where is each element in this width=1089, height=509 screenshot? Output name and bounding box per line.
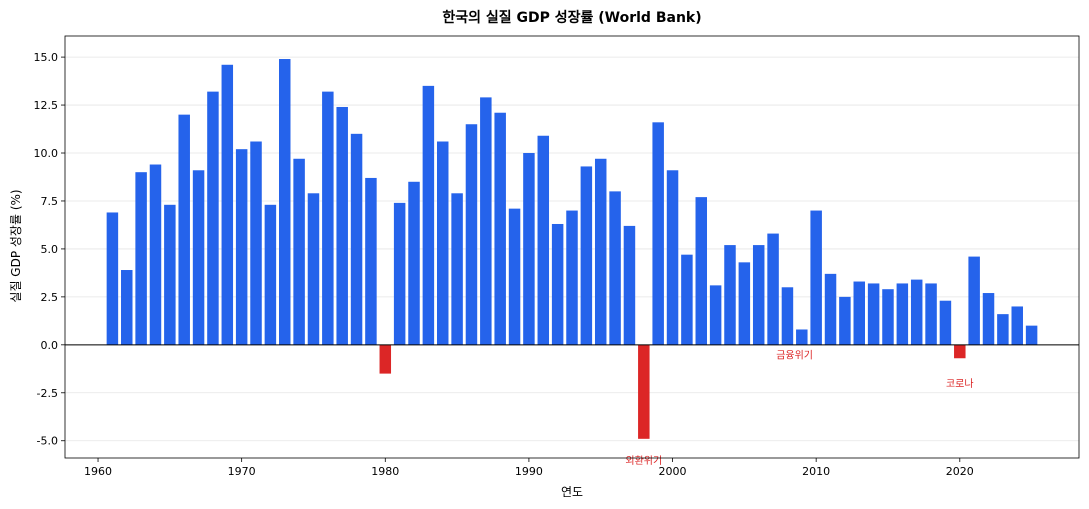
annotation-label: 금융위기 <box>776 348 813 361</box>
bar-1991 <box>537 135 550 345</box>
bar-2015 <box>882 289 894 345</box>
x-tick-label: 2010 <box>802 465 830 478</box>
bar-2009 <box>796 329 808 345</box>
bar-1977 <box>336 106 348 345</box>
y-tick-label: 12.5 <box>34 99 59 112</box>
bar-2005 <box>738 262 751 345</box>
bar-1965 <box>164 204 176 345</box>
bar-1984 <box>436 141 449 345</box>
bar-2010 <box>810 210 822 345</box>
bar-2012 <box>839 296 851 345</box>
bar-1968 <box>207 91 219 345</box>
bar-1978 <box>350 133 363 345</box>
bar-2006 <box>752 245 765 345</box>
bar-1972 <box>264 204 277 345</box>
x-tick-label: 1960 <box>84 465 112 478</box>
y-tick-label: -5.0 <box>37 435 58 448</box>
plot-frame <box>64 35 1080 459</box>
bar-1989 <box>508 208 521 345</box>
bar-1964 <box>149 164 162 345</box>
bar-1995 <box>594 158 607 345</box>
bar-1990 <box>523 153 535 345</box>
bar-1988 <box>494 112 506 345</box>
bar-2011 <box>824 273 837 345</box>
x-tick-label: 1980 <box>371 465 399 478</box>
bar-1996 <box>609 191 621 345</box>
bar-1980 <box>379 344 392 374</box>
bar-1983 <box>422 85 435 345</box>
x-tick-label: 1970 <box>228 465 256 478</box>
bar-1970 <box>235 149 248 345</box>
y-tick-label: 0.0 <box>41 339 59 352</box>
x-tick-label: 2020 <box>946 465 974 478</box>
y-tick-label: -2.5 <box>37 387 58 400</box>
x-tick-label: 2000 <box>659 465 687 478</box>
bar-1981 <box>393 202 406 345</box>
bar-1993 <box>566 210 578 345</box>
bar-2025 <box>1025 325 1038 345</box>
bar-1975 <box>307 193 320 345</box>
x-tick-label: 1990 <box>515 465 543 478</box>
bar-1986 <box>465 124 478 345</box>
annotation-label: 외환위기 <box>625 454 662 467</box>
bar-2000 <box>666 170 679 345</box>
bar-1987 <box>480 97 492 345</box>
bar-2002 <box>695 197 708 345</box>
bar-1999 <box>652 122 664 345</box>
bars-group <box>106 59 1038 439</box>
bar-1971 <box>250 141 262 345</box>
bar-2004 <box>724 245 736 345</box>
bar-1973 <box>279 59 291 345</box>
bar-2022 <box>982 293 995 345</box>
bar-1967 <box>192 170 205 345</box>
bar-2024 <box>1011 306 1023 345</box>
bar-2013 <box>853 281 865 345</box>
bar-1962 <box>121 270 133 345</box>
bar-1982 <box>408 181 420 345</box>
bar-2008 <box>781 287 794 345</box>
y-tick-label: 7.5 <box>41 195 59 208</box>
bar-1963 <box>135 172 147 345</box>
y-axis-label: 실질 GDP 성장률 (%) <box>9 189 23 302</box>
y-tick-label: 10.0 <box>34 147 59 160</box>
annotation-label: 코로나 <box>946 378 974 390</box>
y-tick-label: 2.5 <box>41 291 59 304</box>
bar-1979 <box>365 177 377 345</box>
bar-1992 <box>551 223 564 345</box>
bar-1985 <box>451 193 463 345</box>
bar-2019 <box>939 300 952 345</box>
x-axis-label: 연도 <box>561 485 583 499</box>
bar-1966 <box>178 114 190 345</box>
bar-1969 <box>221 64 234 345</box>
chart-title: 한국의 실질 GDP 성장률 (World Bank) <box>442 9 701 26</box>
y-tick-label: 5.0 <box>41 243 59 256</box>
bar-2016 <box>896 283 909 345</box>
axes-group: -5.0 -2.5 0.0 2.5 5.0 7.5 10.0 12.5 15.0 1960 1970… <box>34 51 974 478</box>
y-tick-label: 15.0 <box>34 51 59 64</box>
bar-1998 <box>638 344 650 439</box>
bar-2021 <box>968 256 980 345</box>
bar-2020 <box>954 344 966 359</box>
bar-2017 <box>910 279 923 345</box>
bar-2014 <box>867 283 880 345</box>
bar-1994 <box>580 166 593 345</box>
bar-2003 <box>709 285 722 345</box>
bar-2023 <box>997 314 1009 345</box>
bar-1974 <box>293 158 305 345</box>
bar-2018 <box>925 283 937 345</box>
bar-1976 <box>322 91 334 345</box>
bar-1961 <box>106 212 119 345</box>
bar-1997 <box>623 225 636 345</box>
bar-2007 <box>767 233 779 345</box>
bar-2001 <box>681 254 693 345</box>
